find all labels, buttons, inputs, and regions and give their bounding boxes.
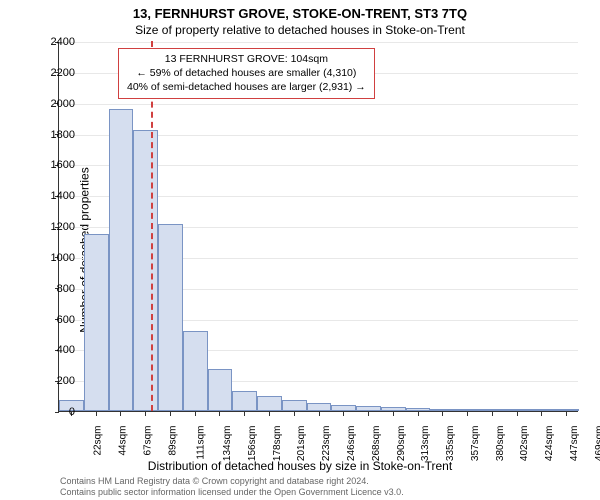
x-tick [294, 412, 295, 416]
histogram-bar [208, 369, 233, 411]
x-tick-label: 268sqm [371, 426, 382, 462]
grid-line [59, 104, 578, 105]
histogram-bar [331, 405, 356, 411]
page-subtitle: Size of property relative to detached ho… [0, 21, 600, 41]
x-tick [120, 412, 121, 416]
x-tick-label: 67sqm [142, 426, 153, 456]
x-tick [170, 412, 171, 416]
histogram-bar [183, 331, 208, 411]
x-tick-label: 223sqm [321, 426, 332, 462]
histogram-bar [505, 409, 530, 411]
histogram-bar [232, 391, 257, 411]
x-tick [517, 412, 518, 416]
x-tick-label: 44sqm [118, 426, 129, 456]
footer-line-2: Contains public sector information licen… [60, 487, 404, 498]
histogram-bar [406, 408, 431, 411]
x-tick [368, 412, 369, 416]
info-line-2: ← 59% of detached houses are smaller (4,… [127, 66, 366, 80]
y-tick-label: 200 [35, 375, 75, 387]
y-tick-label: 400 [35, 344, 75, 356]
y-tick-label: 1800 [35, 129, 75, 141]
y-tick-label: 600 [35, 314, 75, 326]
x-tick-label: 111sqm [196, 426, 207, 460]
x-axis-title: Distribution of detached houses by size … [0, 459, 600, 473]
x-tick-label: 134sqm [222, 426, 233, 462]
footer-attribution: Contains HM Land Registry data © Crown c… [60, 476, 404, 498]
info-annotation-box: 13 FERNHURST GROVE: 104sqm ← 59% of deta… [118, 48, 375, 99]
histogram-bar [554, 409, 579, 411]
info-line-1: 13 FERNHURST GROVE: 104sqm [127, 52, 366, 66]
histogram-bar [257, 396, 282, 411]
histogram-bar [430, 409, 455, 411]
y-tick-label: 800 [35, 283, 75, 295]
x-tick-label: 246sqm [346, 426, 357, 462]
y-tick-label: 2200 [35, 67, 75, 79]
x-tick-label: 201sqm [297, 426, 308, 462]
y-tick-label: 0 [35, 406, 75, 418]
x-tick [566, 412, 567, 416]
x-tick [96, 412, 97, 416]
x-tick-label: 447sqm [569, 426, 580, 462]
x-tick-label: 402sqm [519, 426, 530, 462]
x-tick [343, 412, 344, 416]
histogram-bar [529, 409, 554, 411]
chart-container: 13, FERNHURST GROVE, STOKE-ON-TRENT, ST3… [0, 0, 600, 500]
histogram-bar [307, 403, 332, 411]
y-tick-label: 1000 [35, 252, 75, 264]
x-tick-label: 424sqm [544, 426, 555, 462]
x-tick-label: 357sqm [470, 426, 481, 462]
x-tick [244, 412, 245, 416]
histogram-bar [158, 224, 183, 411]
x-tick [195, 412, 196, 416]
histogram-bar [282, 400, 307, 411]
y-tick-label: 1200 [35, 221, 75, 233]
x-tick [145, 412, 146, 416]
y-tick-label: 1600 [35, 159, 75, 171]
grid-line [59, 42, 578, 43]
x-tick-label: 178sqm [272, 426, 283, 462]
x-tick [492, 412, 493, 416]
histogram-bar [356, 406, 381, 411]
footer-line-1: Contains HM Land Registry data © Crown c… [60, 476, 404, 487]
x-tick [418, 412, 419, 416]
x-tick [319, 412, 320, 416]
y-tick-label: 2400 [35, 36, 75, 48]
x-tick-label: 156sqm [247, 426, 258, 462]
x-tick-label: 335sqm [445, 426, 456, 462]
histogram-bar [109, 109, 134, 411]
x-tick-label: 469sqm [594, 426, 600, 462]
x-tick-label: 89sqm [167, 426, 178, 456]
x-tick [219, 412, 220, 416]
histogram-bar [480, 409, 505, 411]
x-tick-label: 380sqm [495, 426, 506, 462]
histogram-bar [133, 130, 158, 411]
page-title: 13, FERNHURST GROVE, STOKE-ON-TRENT, ST3… [0, 0, 600, 21]
x-tick [467, 412, 468, 416]
info-line-3: 40% of semi-detached houses are larger (… [127, 80, 366, 94]
x-tick-label: 22sqm [93, 426, 104, 456]
x-tick-label: 290sqm [396, 426, 407, 462]
x-tick [541, 412, 542, 416]
histogram-bar [84, 234, 109, 411]
x-tick-label: 313sqm [420, 426, 431, 462]
y-tick-label: 1400 [35, 190, 75, 202]
x-tick [269, 412, 270, 416]
x-tick [393, 412, 394, 416]
y-tick-label: 2000 [35, 98, 75, 110]
histogram-bar [381, 407, 406, 411]
x-tick [442, 412, 443, 416]
histogram-bar [455, 409, 480, 411]
